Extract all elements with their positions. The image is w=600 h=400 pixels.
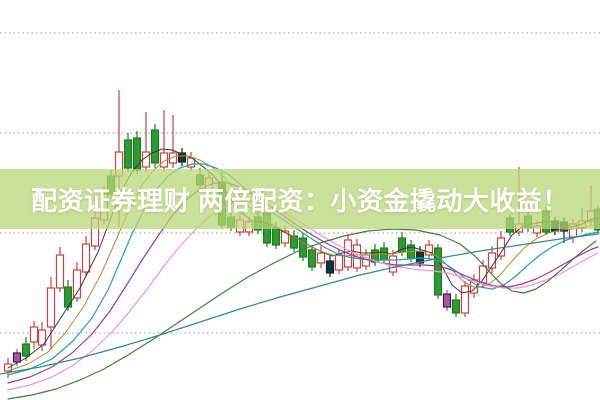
candle-body-d [307,249,317,268]
candle-body-u [478,265,488,284]
candle-body-m [442,293,452,308]
candle-body-u [99,193,109,221]
candle-body-d [262,212,272,244]
candle-body-u [90,217,100,247]
candle-body-d [63,286,73,308]
candle-body-u [114,151,124,177]
ma-yellow [7,155,597,372]
candle-body-u [46,287,56,328]
candle-body-d [195,174,205,186]
candle-body-u [81,243,91,273]
candle-body-d [271,227,281,246]
candle-body-d [593,208,600,231]
candle-body-u [244,221,254,233]
ma-green [7,228,597,400]
candle-body-d [505,217,515,233]
candle-body-d [21,343,31,357]
candle-body-u [460,285,470,314]
candle-body-k [325,260,335,274]
candle-body-u [72,269,82,299]
candle-body-u [316,252,326,264]
candle-body-d [451,299,461,314]
candle-body-u [29,326,39,343]
candle-body-u [55,254,65,289]
ma-teal-slow [0,233,599,375]
candle-body-d [226,216,236,228]
candle-body-d [253,216,263,231]
candle-body-d [217,181,227,226]
candle-body-u [532,225,542,234]
candle-body-d [150,129,160,164]
candle-body-u [334,254,344,271]
ma-cyan [7,163,599,376]
candle-body-d [123,139,133,169]
ma-fast-black [7,148,599,369]
candle-body-u [168,152,178,164]
ma-purple [7,182,599,384]
candle-body-d [289,235,299,249]
candle-body-k [177,152,187,163]
candle-body-d [132,137,142,171]
candle-body-d [106,175,116,195]
candle-body-u [280,230,290,244]
candle-body-u [235,219,245,233]
candle-body-u [424,244,434,256]
candle-body-m [12,352,22,363]
